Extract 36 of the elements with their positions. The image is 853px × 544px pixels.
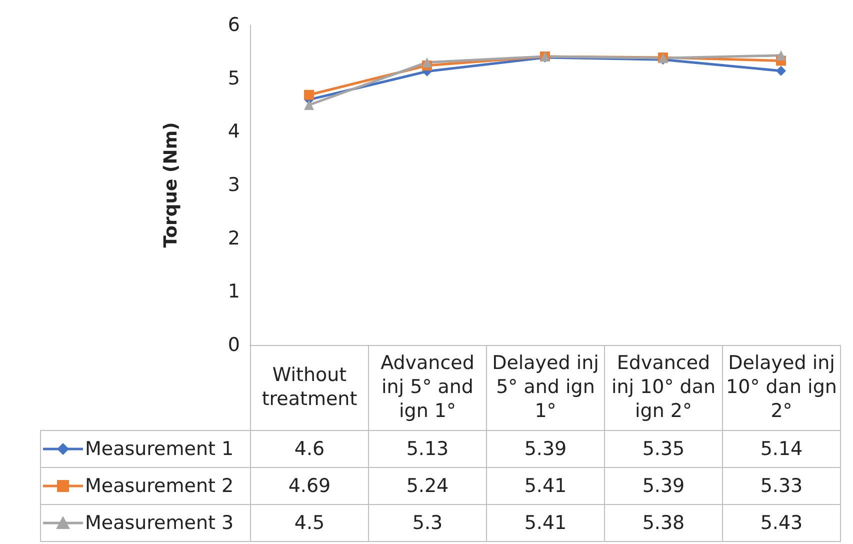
y-tick-label: 4	[228, 120, 240, 143]
data-label: 5.41	[486, 504, 604, 542]
data-label: 5.35	[604, 430, 722, 468]
legend-label: Measurement 3	[40, 504, 250, 542]
x-tick-label: Edvanced inj 10° dan ign 2°	[604, 346, 722, 430]
point	[304, 90, 314, 100]
y-axis-title: Torque (Nm)	[160, 122, 182, 248]
data-label: 5.39	[604, 468, 722, 504]
x-tick-label: Delayed inj 5° and ign 1°	[486, 346, 604, 430]
data-label: 4.6	[250, 430, 368, 468]
y-tick-label: 5	[228, 67, 240, 90]
data-label: 4.69	[250, 468, 368, 504]
y-tick-label: 0	[228, 334, 240, 356]
data-label: 4.5	[250, 504, 368, 542]
y-tick-label: 2	[228, 227, 240, 250]
data-label: 5.3	[368, 504, 486, 542]
legend-label: Measurement 2	[40, 468, 250, 504]
data-label: 5.41	[486, 468, 604, 504]
legend-label: Measurement 1	[40, 430, 250, 468]
data-label: 5.13	[368, 430, 486, 468]
point	[422, 57, 432, 68]
y-tick-label: 3	[228, 174, 240, 196]
data-label: 5.14	[722, 430, 840, 468]
data-label: 5.24	[368, 468, 486, 504]
x-tick-label: Advanced inj 5° and ign 1°	[368, 346, 486, 430]
point	[776, 66, 786, 76]
point	[304, 100, 314, 110]
x-tick-label: Delayed inj 10° dan ign 2°	[722, 346, 840, 430]
y-tick-label: 6	[228, 14, 240, 36]
data-label: 5.39	[486, 430, 604, 468]
y-tick-label: 1	[228, 280, 240, 303]
data-label: 5.43	[722, 504, 840, 542]
x-tick-label: Without treatment	[250, 346, 368, 430]
point	[776, 50, 786, 60]
data-label: 5.38	[604, 504, 722, 542]
data-label: 5.33	[722, 468, 840, 504]
